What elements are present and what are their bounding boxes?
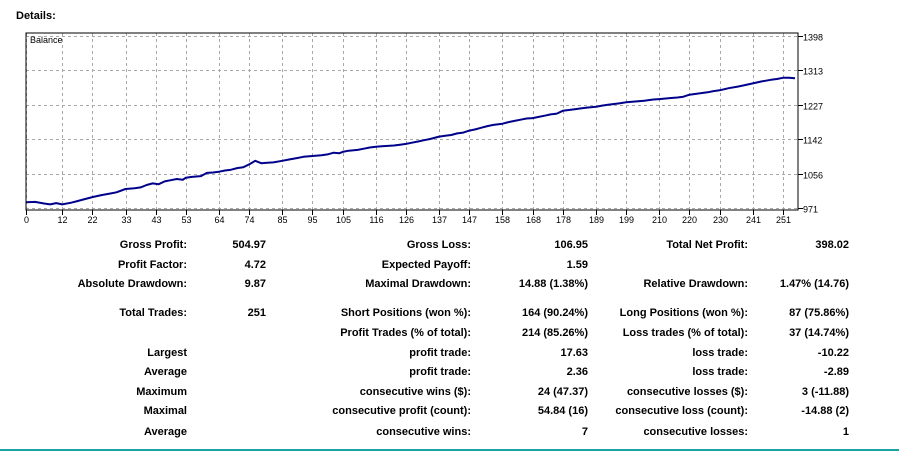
stat-value: 2.36 [566,366,588,378]
details-title: Details: [16,10,56,22]
x-tick-label: 33 [121,215,131,225]
stat-label: consecutive losses ($): [626,386,748,398]
y-tick-label: 1398 [803,33,823,43]
x-tick-label: 64 [214,215,224,225]
x-tick-label: 199 [619,215,634,225]
x-tick-label: 241 [746,215,761,225]
stat-value: 1.47% (14.76) [779,278,849,290]
x-tick-label: 85 [277,215,287,225]
stat-label: loss trade: [692,366,748,378]
x-tick-label: 210 [652,215,667,225]
x-tick-label: 251 [776,215,791,225]
stat-label: consecutive profit (count): [332,405,471,417]
stat-label: Average [143,366,187,378]
stat-value: 37 (14.74%) [789,327,849,339]
y-tick-label: 971 [803,205,818,215]
stat-value: -10.22 [817,347,849,359]
stat-label: Gross Loss: [406,239,471,251]
stat-label: Short Positions (won %): [340,307,471,319]
stat-value: 24 (47.37) [537,386,588,398]
stat-value: 1.59 [566,259,588,271]
stat-label: Maximum [136,386,187,398]
x-tick-label: 53 [181,215,191,225]
stat-label: Loss trades (% of total): [622,327,748,339]
stat-label: Profit Factor: [117,259,187,271]
stat-label: profit trade: [409,366,471,378]
stat-value: 214 (85.26%) [521,327,588,339]
stat-label: Absolute Drawdown: [77,278,187,290]
bottom-divider [0,449,899,451]
x-tick-label: 43 [151,215,161,225]
x-tick-label: 230 [713,215,728,225]
x-tick-label: 95 [307,215,317,225]
x-tick-label: 158 [495,215,510,225]
y-tick-label: 1142 [803,136,822,146]
x-tick-label: 220 [682,215,697,225]
stat-label: consecutive wins: [376,426,471,438]
x-tick-label: 189 [589,215,604,225]
stat-label: Maximal [143,405,187,417]
x-tick-label: 105 [336,215,351,225]
x-tick-label: 168 [526,215,541,225]
stat-value: 251 [247,307,266,319]
x-tick-label: 12 [57,215,67,225]
stat-label: Profit Trades (% of total): [340,327,471,339]
x-tick-label: 147 [462,215,477,225]
stat-label: consecutive wins ($): [359,386,471,398]
stat-label: Total Trades: [119,307,187,319]
stat-label: Largest [147,347,187,359]
stat-value: -14.88 (2) [801,405,849,417]
stat-label: consecutive losses: [643,426,748,438]
y-tick-label: 1056 [803,171,823,181]
stat-value: 87 (75.86%) [789,307,849,319]
stat-label: consecutive loss (count): [615,405,748,417]
stat-value: 9.87 [244,278,266,290]
stat-value: 17.63 [560,347,588,359]
plot-border [25,32,799,211]
stat-value: 164 (90.24%) [521,307,588,319]
stat-label: Average [143,426,187,438]
stat-label: loss trade: [692,347,748,359]
stat-value: 7 [581,426,588,438]
y-tick-label: 1227 [803,102,823,112]
stat-value: -2.89 [823,366,849,378]
stat-label: Expected Payoff: [381,259,471,271]
x-tick-label: 22 [87,215,97,225]
stat-label: Total Net Profit: [666,239,748,251]
stat-value: 106.95 [554,239,588,251]
x-tick-label: 178 [556,215,571,225]
x-tick-label: 137 [432,215,447,225]
stat-value: 3 (-11.88) [801,386,849,398]
balance-chart: 971 1056 1142 1227 1313 1398 0 12 22 33 43 53 64 74 85… [24,32,823,225]
stat-value: 1 [842,426,849,438]
x-tick-label: 126 [399,215,414,225]
stat-label: Relative Drawdown: [643,278,748,290]
stat-value: 398.02 [815,239,849,251]
x-tick-label: 0 [24,215,29,225]
chart-title: Balance [30,35,63,45]
stat-value: 4.72 [244,259,266,271]
y-tick-label: 1313 [803,67,823,77]
stat-label: Gross Profit: [119,239,187,251]
stat-label: Long Positions (won %): [619,307,748,319]
x-tick-label: 116 [369,215,383,225]
balance-line [25,76,796,206]
x-tick-label: 74 [244,215,254,225]
stat-label: Maximal Drawdown: [365,278,471,290]
stat-value: 504.97 [232,239,266,251]
stat-value: 54.84 (16) [537,405,588,417]
stat-label: profit trade: [409,347,471,359]
stat-value: 14.88 (1.38%) [518,278,588,290]
